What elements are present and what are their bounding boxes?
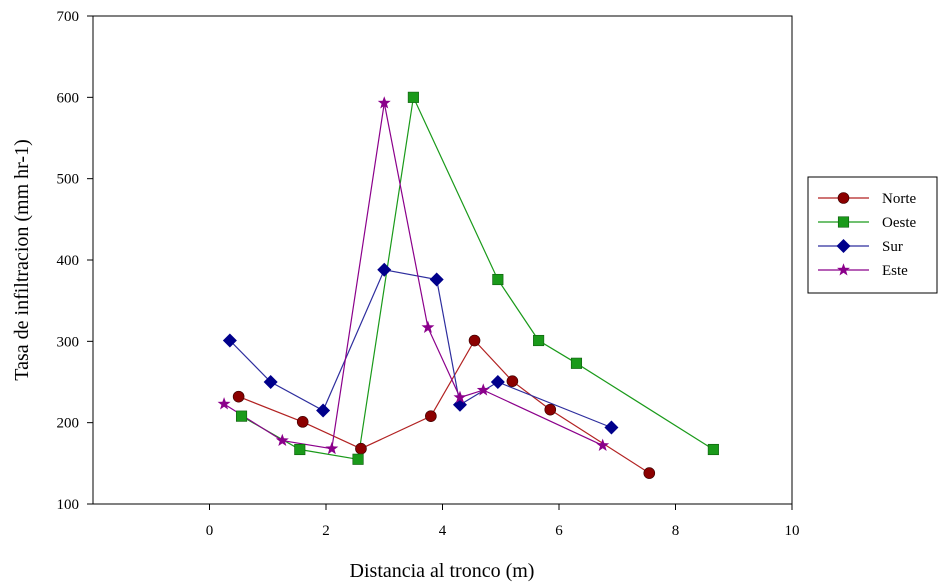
legend-marker-este (837, 263, 850, 276)
x-tick-label: 10 (785, 523, 800, 539)
data-point-norte (643, 467, 656, 479)
data-point-este (421, 320, 435, 334)
data-point-norte (468, 334, 481, 347)
legend-marker-norte (837, 192, 850, 204)
legend-label-oeste: Oeste (882, 215, 916, 231)
series-lines (223, 95, 714, 474)
data-point-norte (544, 403, 557, 416)
y-tick-label: 400 (57, 253, 80, 269)
data-point-oeste (533, 334, 545, 347)
data-point-sur (429, 272, 444, 287)
axes: 0 2 4 6 8 10 100 200 300 400 500 600 700 (57, 9, 800, 539)
data-point-norte (506, 375, 519, 387)
y-tick-label: 100 (57, 497, 80, 513)
plot-area (92, 15, 793, 505)
data-point-sur (263, 375, 278, 389)
data-point-este (217, 397, 231, 410)
series-markers (217, 91, 719, 479)
data-point-norte (232, 390, 245, 403)
data-point-oeste (707, 443, 719, 456)
legend-marker-sur (836, 239, 851, 253)
y-tick-label: 300 (57, 334, 80, 350)
data-point-oeste (407, 91, 419, 103)
series-line-oeste (241, 95, 714, 460)
data-point-sur (316, 403, 331, 418)
data-point-oeste (492, 273, 504, 286)
data-point-oeste (352, 453, 364, 465)
data-point-este (275, 433, 289, 447)
data-point-oeste (570, 357, 583, 369)
data-point-este (325, 441, 339, 455)
y-tick-label: 700 (57, 9, 80, 25)
data-point-norte (355, 442, 367, 455)
series-line-norte (238, 339, 650, 474)
data-point-norte (296, 416, 309, 428)
legend-box (807, 176, 938, 294)
data-point-sur (222, 333, 237, 348)
legend-label-norte: Norte (882, 191, 916, 207)
data-point-sur (604, 420, 619, 435)
series-line-sur (229, 269, 612, 429)
x-axis-title: Distancia al tronco (m) (350, 560, 535, 582)
legend: Norte Oeste Sur Este (807, 176, 938, 294)
y-tick-label: 500 (57, 172, 80, 188)
data-point-este (476, 383, 490, 396)
legend-label-este: Este (882, 263, 908, 279)
data-point-sur (490, 375, 505, 389)
legend-marker-oeste (837, 216, 850, 228)
x-tick-label: 8 (672, 523, 680, 539)
data-point-sur (377, 262, 392, 277)
x-tick-label: 0 (206, 523, 214, 539)
series-line-este (223, 102, 603, 450)
x-tick-label: 2 (322, 523, 330, 539)
y-tick-label: 600 (57, 90, 80, 106)
data-point-este (377, 96, 391, 109)
x-tick-label: 6 (555, 523, 563, 539)
data-point-este (453, 390, 467, 403)
y-axis-title: Tasa de infiltracion (mm hr-1) (11, 139, 33, 380)
x-tick-label: 4 (439, 523, 447, 539)
y-tick-label: 200 (57, 416, 80, 432)
data-point-norte (425, 410, 437, 422)
data-point-oeste (294, 443, 306, 456)
legend-label-sur: Sur (882, 239, 903, 255)
data-point-este (596, 438, 610, 451)
data-point-oeste (235, 410, 248, 422)
